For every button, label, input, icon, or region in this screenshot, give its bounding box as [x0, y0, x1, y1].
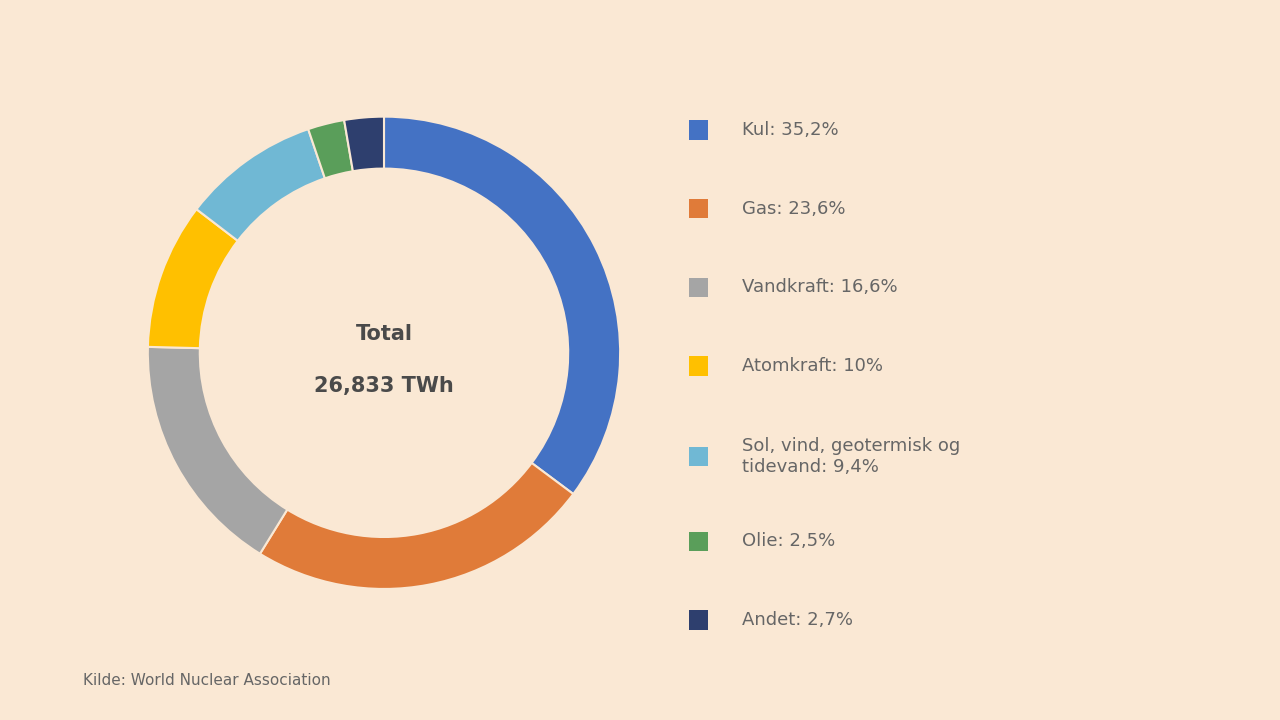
- Text: Kilde: World Nuclear Association: Kilde: World Nuclear Association: [83, 672, 330, 688]
- Wedge shape: [384, 117, 620, 494]
- Bar: [689, 356, 708, 376]
- Text: Total: Total: [356, 324, 412, 344]
- Text: Kul: 35,2%: Kul: 35,2%: [742, 121, 838, 139]
- Wedge shape: [147, 347, 287, 554]
- Wedge shape: [260, 463, 573, 589]
- Wedge shape: [197, 129, 325, 240]
- Text: Andet: 2,7%: Andet: 2,7%: [742, 611, 854, 629]
- Text: Sol, vind, geotermisk og
tidevand: 9,4%: Sol, vind, geotermisk og tidevand: 9,4%: [742, 437, 960, 476]
- Bar: [689, 278, 708, 297]
- Wedge shape: [344, 117, 384, 171]
- Bar: [689, 447, 708, 467]
- Text: 26,833 TWh: 26,833 TWh: [314, 376, 454, 396]
- Wedge shape: [148, 210, 238, 348]
- Bar: [689, 611, 708, 630]
- Bar: [689, 120, 708, 140]
- Text: Gas: 23,6%: Gas: 23,6%: [742, 199, 846, 217]
- Text: Olie: 2,5%: Olie: 2,5%: [742, 533, 836, 550]
- Bar: [689, 532, 708, 551]
- Bar: [689, 199, 708, 218]
- Text: Vandkraft: 16,6%: Vandkraft: 16,6%: [742, 279, 897, 297]
- Text: Atomkraft: 10%: Atomkraft: 10%: [742, 357, 883, 375]
- Wedge shape: [308, 120, 353, 179]
